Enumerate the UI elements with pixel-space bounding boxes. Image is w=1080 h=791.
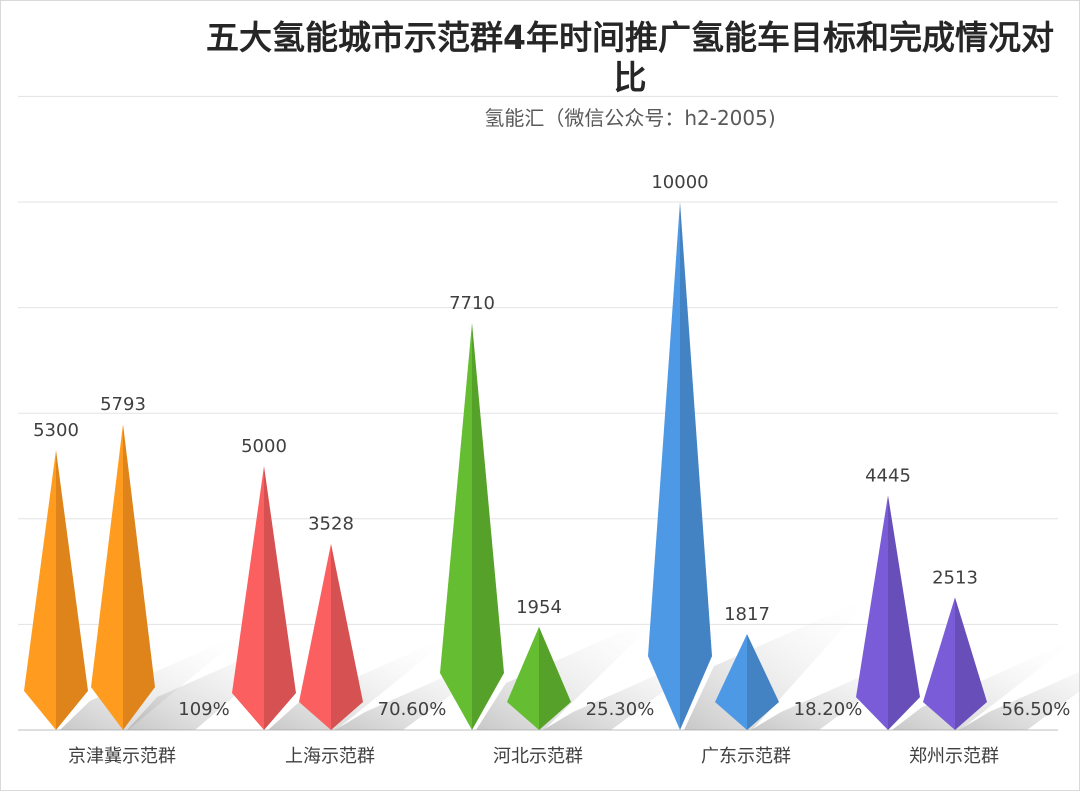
bar-cone-right: [680, 202, 712, 730]
bar-cone-right: [747, 634, 779, 730]
bar-cone-left: [507, 626, 539, 730]
value-label: 5000: [241, 436, 287, 457]
value-label: 2513: [932, 567, 978, 588]
value-label: 3528: [308, 514, 354, 535]
bar-cone-left: [440, 322, 472, 730]
bar-cone-left: [91, 424, 123, 730]
bar-cone-right: [539, 626, 571, 730]
bar-cone-left: [856, 495, 888, 730]
category-label: 郑州示范群: [909, 746, 999, 767]
bar-cone-right: [888, 495, 920, 730]
category-label: 京津冀示范群: [68, 746, 176, 767]
completion-label: 109%: [178, 699, 229, 720]
category-label: 广东示范群: [701, 746, 791, 767]
completion-label: 18.20%: [794, 699, 863, 720]
chart-subtitle: 氢能汇（微信公众号：h2-2005): [484, 106, 776, 130]
bar-cone-right: [472, 322, 504, 730]
bar-cone-right: [56, 450, 88, 730]
label-layer: 5300 5793 109% 京津冀示范群 5000 3528 70.60% 上海示范群 771…: [33, 172, 1070, 767]
bar-cone-left: [232, 466, 264, 730]
category-label: 河北示范群: [493, 746, 583, 767]
bar-cone-right: [264, 466, 296, 730]
value-label: 1817: [724, 604, 770, 625]
value-label: 5300: [33, 420, 79, 441]
bar-cone-right: [331, 543, 363, 730]
value-label: 1954: [516, 597, 562, 618]
completion-label: 56.50%: [1002, 699, 1071, 720]
bar-cone-right: [955, 597, 987, 730]
bar-cone-left: [299, 543, 331, 730]
completion-label: 25.30%: [586, 699, 655, 720]
bar-shadow: [959, 671, 1080, 730]
bar-cone-right: [123, 424, 155, 730]
value-label: 10000: [651, 172, 708, 193]
bar-cone-left: [24, 450, 56, 730]
bar-layer: [24, 202, 987, 730]
bar-cone-left: [923, 597, 955, 730]
value-label: 5793: [100, 394, 146, 415]
chart-title: 五大氢能城市示范群4年时间推广氢能车目标和完成情况对比: [206, 18, 1054, 97]
value-label: 4445: [865, 465, 911, 486]
bar-cone-left: [715, 634, 747, 730]
bar-cone-left: [648, 202, 680, 730]
category-label: 上海示范群: [285, 746, 375, 767]
value-label: 7710: [449, 293, 495, 314]
completion-label: 70.60%: [378, 699, 447, 720]
